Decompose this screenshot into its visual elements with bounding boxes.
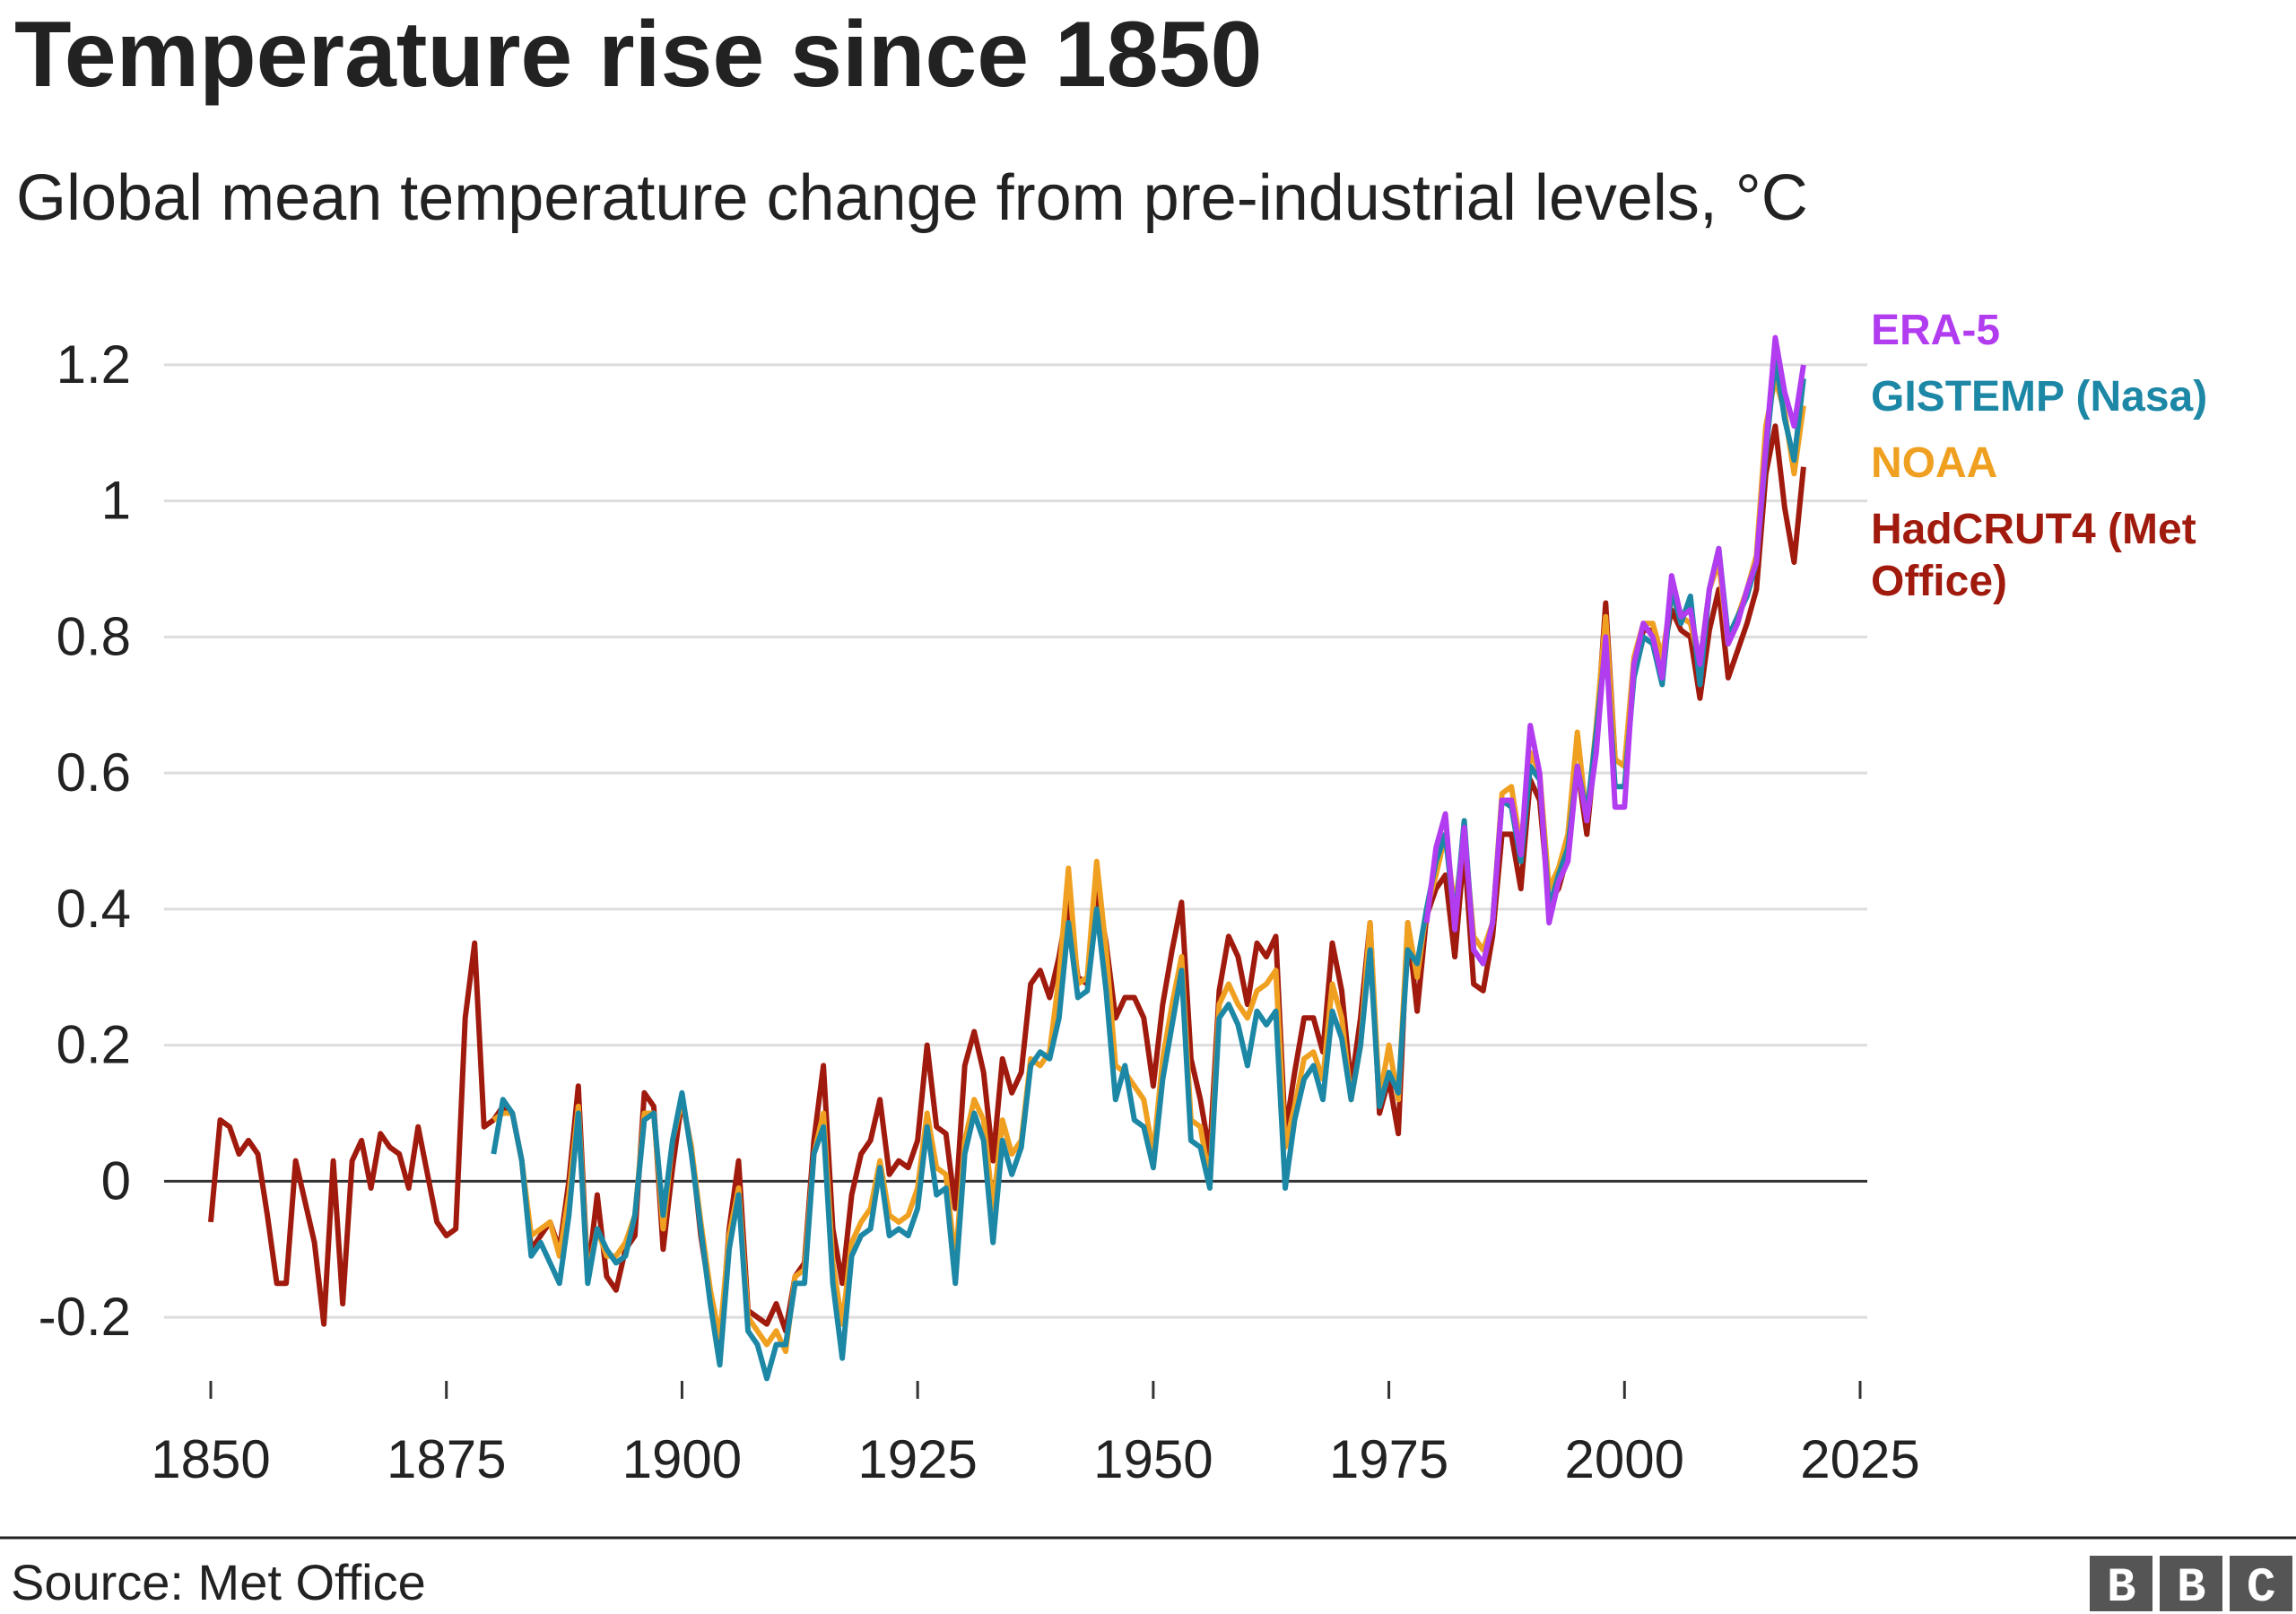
y-tick-label: 0.2 xyxy=(57,1015,131,1075)
grid xyxy=(164,363,1867,1319)
x-tick-label: 1875 xyxy=(387,1429,506,1489)
series-line xyxy=(491,376,1806,1355)
x-tick-label: 2000 xyxy=(1565,1429,1684,1489)
logo-box xyxy=(2090,1556,2152,1611)
y-tick-label: 0.8 xyxy=(57,606,131,666)
y-tick-label: 1.2 xyxy=(57,334,131,395)
chart-subtitle: Global mean temperature change from pre-… xyxy=(16,162,1808,234)
y-tick-label: 0 xyxy=(101,1150,131,1210)
chart-title: Temperature rise since 1850 xyxy=(14,3,1262,107)
legend-entry: ERA-5 xyxy=(1871,307,2001,354)
logo: BBC xyxy=(2107,1561,2296,1614)
x-tick-label: 1925 xyxy=(857,1429,977,1489)
series-line xyxy=(1423,334,1806,967)
y-tick-label: -0.2 xyxy=(39,1287,131,1347)
y-tick-label: 0.6 xyxy=(57,742,131,803)
legend-entry: GISTEMP (Nasa) xyxy=(1871,373,2208,421)
logo-box xyxy=(2160,1556,2222,1611)
y-tick-label: 1 xyxy=(101,471,131,531)
source: Source: Met Office xyxy=(11,1554,426,1610)
logo-box xyxy=(2230,1556,2292,1611)
series-line xyxy=(208,423,1806,1355)
series-line xyxy=(491,355,1806,1382)
x-tick-label: 1850 xyxy=(151,1429,270,1489)
legend-entry: NOAA xyxy=(1871,439,1998,487)
legend-entry: HadCRUT4 (Met Office) xyxy=(1871,506,2196,605)
x-tick-label: 2025 xyxy=(1800,1429,1919,1489)
x-tick-label: 1975 xyxy=(1329,1429,1448,1489)
x-tick-label: 1950 xyxy=(1093,1429,1213,1489)
y-tick-label: 0.4 xyxy=(57,879,131,939)
x-tick-label: 1900 xyxy=(622,1429,742,1489)
